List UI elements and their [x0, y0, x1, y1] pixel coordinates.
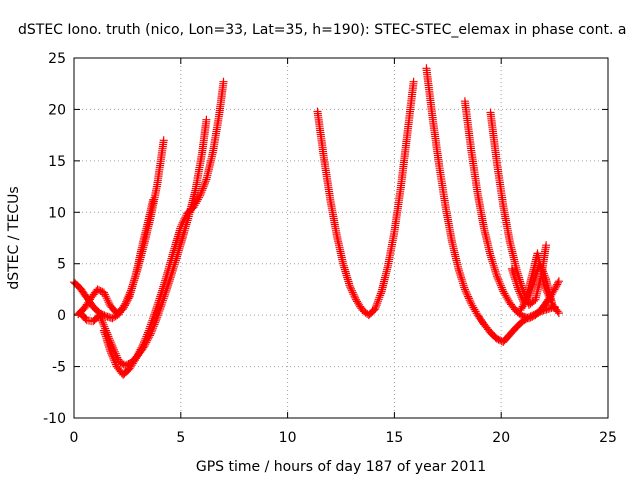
- y-axis-label: dSTEC / TECUs: [6, 186, 22, 289]
- x-tick-labels: 0 5 10 15 20 25: [70, 430, 617, 446]
- series-arc-d: [99, 77, 228, 379]
- x-tick-label: 25: [599, 430, 617, 446]
- data-series: [70, 64, 563, 379]
- ticks: [73, 57, 609, 419]
- x-tick-label: 20: [492, 430, 510, 446]
- y-tick-label: -5: [52, 360, 66, 376]
- data-point-markers: [507, 249, 555, 309]
- series-arc-g: [460, 97, 563, 323]
- y-tick-labels: -10 -5 0 5 10 15 20 25: [43, 51, 66, 427]
- x-tick-label: 5: [176, 430, 185, 446]
- y-tick-label: 5: [57, 257, 66, 273]
- x-axis-label: GPS time / hours of day 187 of year 2011: [196, 459, 486, 475]
- y-tick-label: 25: [48, 51, 66, 67]
- y-tick-label: 20: [48, 102, 66, 118]
- data-point-markers: [422, 64, 559, 346]
- series-arc-a: [70, 136, 168, 323]
- data-point-markers: [313, 77, 418, 320]
- x-tick-label: 10: [279, 430, 297, 446]
- series-arc-e: [313, 77, 418, 320]
- y-tick-label: 10: [48, 205, 66, 221]
- grid: [74, 58, 608, 418]
- data-point-markers: [70, 136, 168, 323]
- data-point-markers: [460, 97, 563, 323]
- plot-frame: [73, 57, 609, 419]
- y-tick-label: -10: [43, 411, 66, 427]
- series-arc-f: [422, 64, 559, 346]
- x-tick-label: 0: [70, 430, 79, 446]
- y-tick-label: 15: [48, 154, 66, 170]
- y-tick-label: 0: [57, 308, 66, 324]
- x-tick-label: 15: [385, 430, 403, 446]
- series-arc-j: [507, 249, 555, 309]
- data-point-markers: [99, 77, 228, 379]
- chart-title: dSTEC Iono. truth (nico, Lon=33, Lat=35,…: [18, 22, 626, 38]
